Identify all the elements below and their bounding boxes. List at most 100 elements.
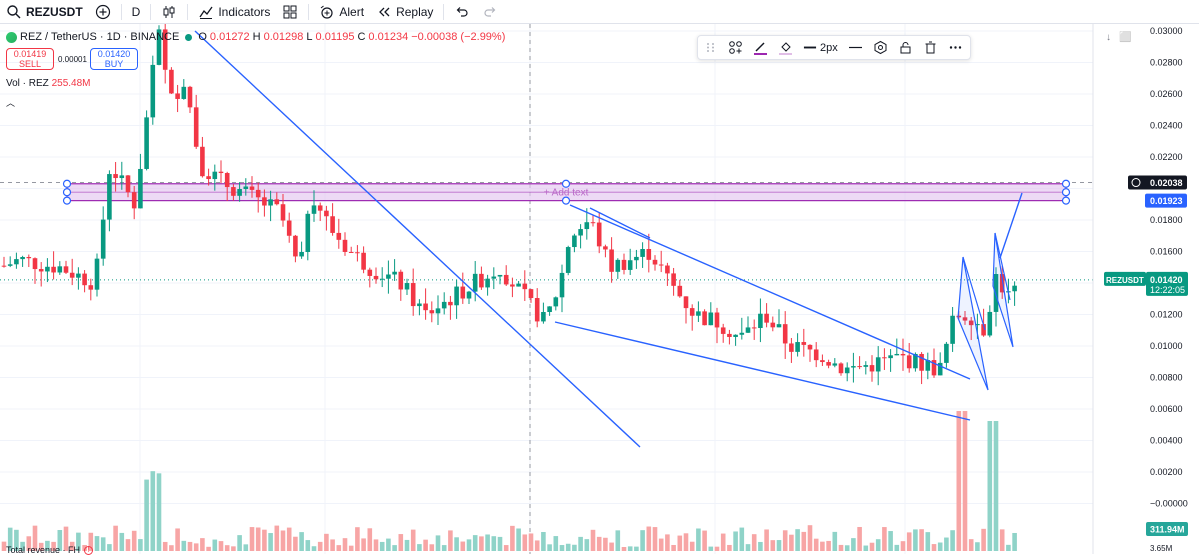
candle-body bbox=[485, 278, 490, 288]
price-tick-label: 0.03000 bbox=[1150, 26, 1183, 36]
redo-button[interactable] bbox=[476, 0, 504, 24]
volume-bar bbox=[702, 530, 707, 551]
trendline[interactable] bbox=[589, 207, 651, 239]
volume-bar bbox=[720, 533, 726, 551]
price-chart[interactable]: + Add text 0.030000.028000.026000.024000… bbox=[0, 24, 1199, 554]
candle-body bbox=[200, 146, 205, 177]
rectangle-drawing[interactable]: + Add text bbox=[62, 179, 1071, 205]
rectangle-handle[interactable] bbox=[561, 179, 571, 188]
volume-bar bbox=[175, 528, 180, 551]
volume-bar bbox=[1006, 544, 1011, 551]
add-text-label[interactable]: + Add text bbox=[544, 188, 589, 199]
line-style-icon[interactable] bbox=[843, 35, 868, 60]
candle-body bbox=[206, 176, 211, 180]
indicators-button[interactable]: Indicators bbox=[192, 0, 276, 24]
candle-body bbox=[857, 366, 862, 368]
volume-bar bbox=[466, 539, 472, 551]
legend-title[interactable]: REZ / TetherUS · 1D · BINANCE bbox=[20, 31, 180, 43]
add-alert-plus-icon[interactable] bbox=[1131, 178, 1141, 188]
close-label: C bbox=[357, 31, 366, 43]
volume-bar bbox=[510, 525, 515, 551]
volume-legend[interactable]: Vol · REZ 255.48M bbox=[6, 78, 91, 89]
replay-button[interactable]: Replay bbox=[370, 0, 439, 24]
buy-price: 0.01420 bbox=[97, 49, 131, 59]
trendline[interactable] bbox=[554, 321, 971, 421]
candle-body bbox=[541, 312, 546, 322]
maximize-pane-icon[interactable]: ⬜ bbox=[1119, 32, 1132, 43]
lock-icon[interactable] bbox=[893, 35, 918, 60]
replay-label: Replay bbox=[396, 4, 434, 19]
trendline[interactable] bbox=[194, 30, 641, 448]
collapse-legend-icon[interactable]: ︿ bbox=[6, 98, 16, 108]
rectangle-handle[interactable] bbox=[62, 188, 72, 197]
volume-bar bbox=[144, 479, 149, 551]
candle-body bbox=[503, 274, 509, 285]
buy-button[interactable]: 0.01420 BUY bbox=[90, 48, 138, 70]
bottom-volume-label: 3.65M bbox=[1150, 544, 1173, 553]
volume-bar bbox=[479, 536, 484, 551]
rectangle-handle[interactable] bbox=[1061, 196, 1071, 205]
settings-hexagon-icon[interactable] bbox=[868, 35, 893, 60]
volume-bar bbox=[962, 411, 968, 551]
candle-body bbox=[181, 86, 187, 99]
rectangle-handle[interactable] bbox=[1061, 179, 1071, 188]
flag-line[interactable] bbox=[962, 256, 986, 331]
volume-bar bbox=[51, 541, 56, 551]
candle-body bbox=[851, 366, 856, 368]
flag-line[interactable] bbox=[994, 232, 1011, 301]
trash-icon[interactable] bbox=[918, 35, 943, 60]
trendline[interactable] bbox=[569, 204, 971, 380]
candle-body bbox=[962, 317, 968, 321]
candle-body bbox=[305, 213, 311, 252]
rectangle-handle[interactable] bbox=[561, 196, 571, 205]
undo-button[interactable] bbox=[448, 0, 476, 24]
templates-button[interactable] bbox=[276, 0, 304, 24]
flag-triangle[interactable] bbox=[992, 232, 1014, 348]
chart-type-button[interactable] bbox=[155, 0, 183, 24]
drag-handle-icon[interactable] bbox=[698, 35, 723, 60]
volume-bar bbox=[162, 541, 168, 551]
price-tick-label: −0.00000 bbox=[1150, 499, 1188, 509]
interval-button[interactable]: D bbox=[126, 0, 147, 24]
candle-body bbox=[107, 174, 112, 220]
candle-body bbox=[268, 199, 273, 206]
grid bbox=[0, 24, 1093, 554]
volume-bar bbox=[373, 539, 379, 551]
warning-icon: ! bbox=[84, 545, 94, 555]
trendline[interactable] bbox=[999, 192, 1023, 259]
rectangle-handle[interactable] bbox=[62, 179, 72, 188]
line-width-button[interactable]: 2px bbox=[798, 35, 843, 60]
sell-button[interactable]: 0.01419 SELL bbox=[6, 48, 54, 70]
crosshair-price-tag[interactable] bbox=[1128, 175, 1187, 190]
arrow-down-icon[interactable]: ↓ bbox=[1106, 32, 1111, 43]
symbol-search[interactable]: REZUSDT bbox=[0, 0, 89, 24]
fill-color-bucket-icon[interactable] bbox=[773, 35, 798, 60]
chart-pane[interactable]: + Add text 0.03000 0.02800 0.02600 0.02400 0… bbox=[0, 24, 1199, 554]
candle-body bbox=[900, 353, 906, 356]
candle-body bbox=[820, 360, 825, 363]
volume-bar bbox=[417, 544, 422, 551]
candle-body bbox=[342, 239, 348, 252]
candle-body bbox=[646, 249, 652, 260]
trendline-drawings[interactable] bbox=[194, 30, 1023, 448]
price-axis[interactable]: 0.03000 0.02800 0.02600 0.02400 0.02200 0.018… bbox=[1092, 24, 1199, 554]
volume-bar bbox=[125, 539, 131, 551]
rectangle-handle[interactable] bbox=[1061, 188, 1071, 197]
candle-body bbox=[479, 273, 484, 288]
templates-icon[interactable] bbox=[723, 35, 748, 60]
compare-button[interactable] bbox=[89, 0, 117, 24]
candle-body bbox=[237, 189, 242, 196]
flag-triangle[interactable] bbox=[957, 256, 989, 391]
candle-body bbox=[720, 327, 726, 334]
candle-body bbox=[20, 257, 25, 260]
volume-bar bbox=[528, 533, 534, 551]
volume-bar bbox=[900, 541, 906, 551]
more-options-icon[interactable] bbox=[943, 35, 968, 60]
rectangle-handle[interactable] bbox=[62, 196, 72, 205]
line-color-pencil-icon[interactable] bbox=[748, 35, 773, 60]
candle-body bbox=[51, 266, 56, 273]
volume-bar bbox=[423, 539, 428, 551]
volume-bar bbox=[503, 545, 509, 551]
alert-button[interactable]: Alert bbox=[313, 0, 370, 24]
candle-body bbox=[689, 308, 695, 316]
